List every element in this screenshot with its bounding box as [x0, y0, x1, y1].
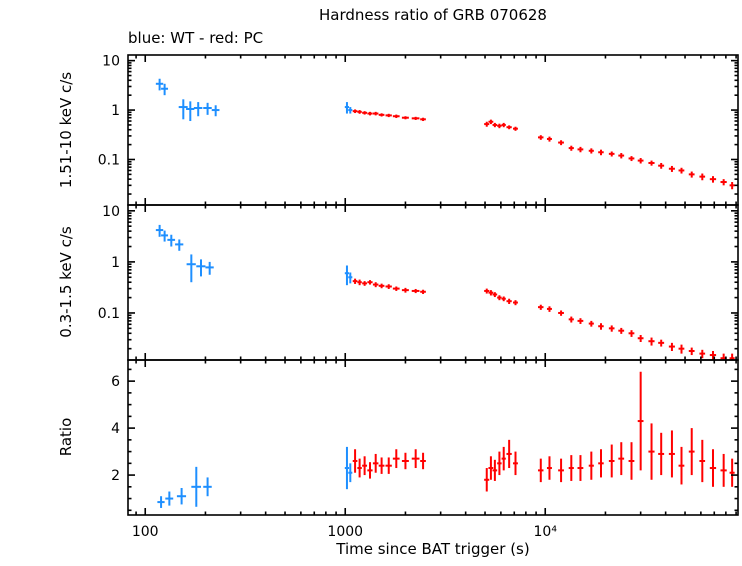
- ytick-label: 1: [111, 103, 120, 119]
- panel-hard-band: 10 1 0.1: [98, 54, 739, 206]
- ytick-label: 1: [111, 255, 120, 271]
- ytick-label: 0.1: [98, 306, 120, 322]
- panel-soft-band-frame: [127, 204, 739, 361]
- series-PC: [352, 371, 735, 492]
- series-PC: [352, 278, 735, 360]
- xtick-label: 100: [132, 524, 159, 540]
- xtick-label: 1000: [327, 524, 363, 540]
- panel-ratio: 2 4 6 100 1000 10⁴: [111, 359, 739, 540]
- panel-ratio-frame: [127, 359, 739, 516]
- series-WT: [155, 224, 353, 286]
- ytick-label: 10: [102, 54, 120, 70]
- panel-hard-band-frame: [127, 54, 739, 206]
- panel-hard-band-tick-labels: 10 1 0.1: [98, 54, 120, 169]
- xaxis-label: Time since BAT trigger (s): [336, 540, 530, 558]
- ytick-label: 6: [111, 374, 120, 390]
- ytick-label: 2: [111, 468, 120, 484]
- ytick-label: 0.1: [98, 152, 120, 168]
- chart-legend-note: blue: WT - red: PC: [128, 29, 264, 47]
- ytick-label: 10: [102, 204, 120, 220]
- panel-ratio-tick-labels: 2 4 6 100 1000 10⁴: [111, 374, 557, 540]
- xtick-label: 10⁴: [534, 524, 558, 540]
- series-WT: [157, 446, 353, 508]
- chart-title: Hardness ratio of GRB 070628: [319, 6, 547, 24]
- series-WT: [155, 78, 353, 122]
- panel-soft-band-tick-labels: 10 1 0.1: [98, 204, 120, 322]
- panel-soft-band: 10 1 0.1: [98, 204, 739, 361]
- series-PC: [352, 109, 735, 190]
- ytick-label: 4: [111, 421, 120, 437]
